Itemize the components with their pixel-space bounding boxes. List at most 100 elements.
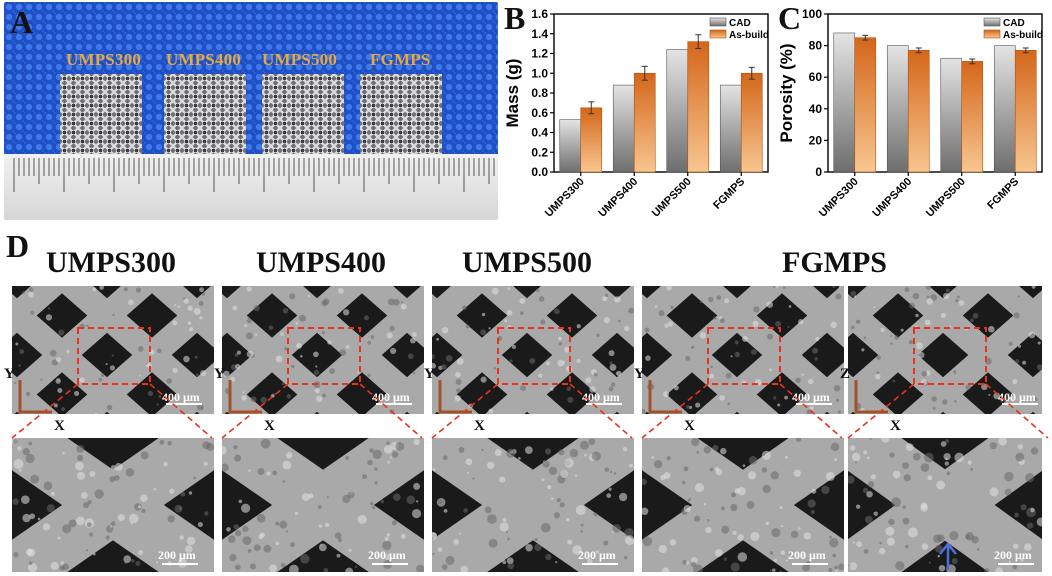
legend-swatch — [709, 29, 727, 39]
axis-label-vertical: Y — [634, 366, 645, 382]
sem-micrograph — [848, 438, 1042, 572]
sample-cube-umps500 — [262, 74, 344, 154]
sem-zoomed-image: 200 μm — [222, 438, 424, 572]
y-tick-label: 100 — [802, 7, 822, 21]
bar-cad — [940, 57, 963, 173]
sample-label-fgmps: FGMPS — [370, 50, 431, 69]
sample-cube-umps400 — [164, 74, 246, 154]
axis-arrow — [854, 380, 888, 414]
sem-zoomed-image: 200 μm — [432, 438, 634, 572]
y-tick-label: 0.0 — [531, 165, 548, 179]
y-tick-label: 1.4 — [531, 27, 548, 41]
bar-cad — [559, 119, 582, 173]
axis-arrow — [18, 380, 52, 414]
axis-label-vertical: Y — [424, 366, 435, 382]
sample-label-umps400: UMPS400 — [166, 50, 242, 69]
axis-arrow — [438, 380, 472, 414]
sem-micrograph — [432, 438, 634, 572]
y-tick-label: 0.2 — [531, 145, 548, 159]
mass-chart: 0.0 0.2 0.4 0.6 0.8 1.0 1.2 1.4 1.6 Mass (g) UMPS3… — [502, 4, 774, 224]
sem-micrograph — [12, 438, 214, 572]
sample-label-umps500: UMPS500 — [262, 50, 338, 69]
bar-cad — [666, 49, 689, 173]
scale-label: 400 μm — [582, 390, 620, 404]
panel-letter-b: B — [504, 0, 526, 36]
axis-label-horizontal: X — [54, 418, 65, 434]
scale-label: 200 μm — [788, 548, 826, 562]
bar-as-build — [580, 107, 603, 173]
sample-photo: UMPS300 UMPS400 UMPS500 FGMPS — [4, 2, 498, 220]
bar-as-build — [633, 72, 656, 173]
y-tick-label: 0 — [815, 165, 822, 179]
bar-as-build — [1014, 50, 1037, 173]
bar-cad — [993, 45, 1016, 173]
legend-label: CAD — [1003, 18, 1025, 29]
legend-swatch — [983, 17, 1001, 27]
scale-label: 200 μm — [578, 548, 616, 562]
porosity-chart: 0 20 40 60 80 100 Porosity (%) UMPS300 UMPS400 UM… — [776, 4, 1048, 224]
sem-title-umps500: UMPS500 — [462, 246, 592, 279]
y-tick-label: 1.6 — [531, 7, 548, 21]
scale-label: 400 μm — [792, 390, 830, 404]
x-tick-label: UMPS500 — [650, 176, 694, 220]
y-tick-label: 1.2 — [531, 47, 548, 61]
axis-label-horizontal: X — [684, 418, 695, 434]
sem-micrograph — [642, 438, 844, 572]
sem-micrograph — [222, 438, 424, 572]
legend-label: CAD — [729, 18, 751, 29]
zoom-region-box — [497, 327, 571, 385]
axis-label-vertical: Z — [840, 366, 851, 382]
axis-indicator — [854, 380, 888, 414]
x-tick-label: UMPS500 — [924, 176, 968, 220]
mass-chart-svg: 0.0 0.2 0.4 0.6 0.8 1.0 1.2 1.4 1.6 Mass (g) UMPS3… — [503, 7, 769, 220]
sem-title-fgmps: FGMPS — [782, 246, 887, 279]
zoom-region-box — [287, 327, 361, 385]
sample-label-umps300: UMPS300 — [66, 50, 142, 69]
y-tick-label: 0.6 — [531, 106, 548, 120]
x-tick-label: FGMPS — [985, 176, 1021, 212]
scale-label: 200 μm — [994, 548, 1032, 562]
legend-label: As-build — [729, 30, 769, 41]
sem-zoomed-image: 200 μm — [642, 438, 844, 572]
axis-label-horizontal: X — [890, 418, 901, 434]
bar-as-build — [961, 61, 984, 173]
axis-indicator — [18, 380, 52, 414]
zoom-region-box — [707, 327, 781, 385]
axis-indicator — [648, 380, 682, 414]
scale-label: 400 μm — [162, 390, 200, 404]
axis-label-vertical: Y — [4, 366, 15, 382]
y-tick-label: 0.4 — [531, 126, 548, 140]
x-tick-label: UMPS400 — [870, 176, 914, 220]
axis-indicator — [228, 380, 262, 414]
panel-letter-d: D — [6, 228, 30, 264]
y-tick-label: 60 — [809, 70, 823, 84]
bar-cad — [833, 32, 856, 173]
legend-label: As-build — [1003, 30, 1043, 41]
zoom-region-box — [77, 327, 151, 385]
axis-arrow — [228, 380, 262, 414]
bar-cad — [886, 45, 909, 173]
sample-cube-fgmps — [360, 74, 442, 154]
x-tick-label: UMPS400 — [596, 176, 640, 220]
y-tick-label: 20 — [809, 133, 823, 147]
axis-indicator — [438, 380, 472, 414]
sem-title-umps400: UMPS400 — [256, 246, 386, 279]
x-tick-label: FGMPS — [711, 176, 747, 212]
bar-as-build — [907, 50, 930, 173]
bar-as-build — [740, 72, 763, 173]
bar-as-build — [687, 41, 710, 173]
sem-zoomed-image: 200 μm — [848, 438, 1042, 572]
zoom-region-box — [913, 327, 987, 385]
y-tick-label: 0.8 — [531, 86, 548, 100]
y-axis-label: Mass (g) — [503, 59, 522, 128]
x-tick-label: UMPS300 — [817, 176, 861, 220]
axis-label-horizontal: X — [474, 418, 485, 434]
sem-zoomed-image: 200 μm — [12, 438, 214, 572]
porosity-chart-svg: 0 20 40 60 80 100 Porosity (%) UMPS300 UMPS400 UM… — [777, 7, 1043, 220]
bar-cad — [612, 84, 635, 173]
panel-letter-a: A — [10, 4, 34, 40]
legend-swatch — [709, 17, 727, 27]
sem-title-umps300: UMPS300 — [46, 246, 176, 279]
scale-label: 200 μm — [158, 548, 196, 562]
scale-label: 400 μm — [372, 390, 410, 404]
